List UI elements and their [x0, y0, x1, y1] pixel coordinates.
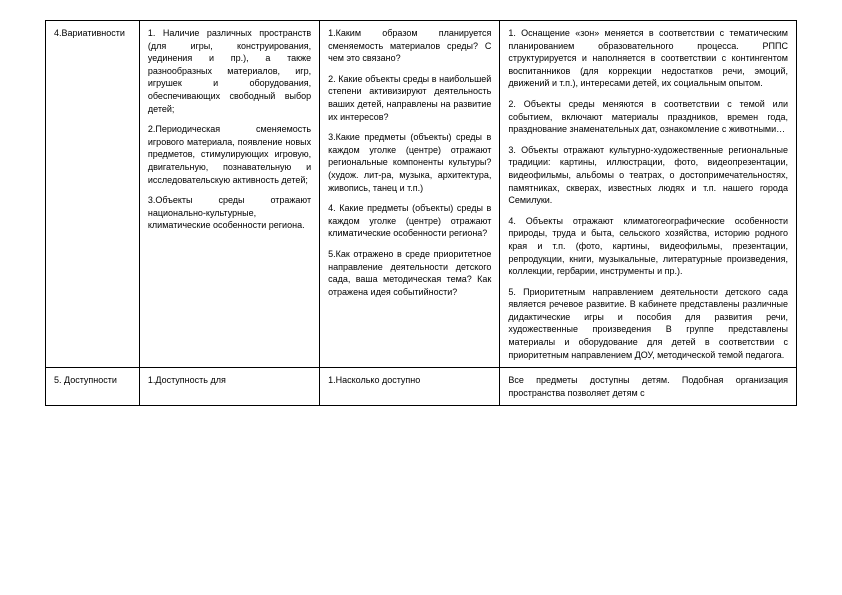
main-table: 4.Вариативности1. Наличие различных прос… [45, 20, 797, 406]
cell-paragraph: 3.Объекты среды отражают национально-кул… [148, 194, 311, 232]
cell-paragraph: 5. Приоритетным направлением деятельност… [508, 286, 788, 362]
row2-col2-content: 1.Доступность для [139, 368, 319, 406]
cell-paragraph: 2. Объекты среды меняются в соответствии… [508, 98, 788, 136]
row1-col1-label: 4.Вариативности [46, 21, 140, 368]
cell-paragraph: 3.Какие предметы (объекты) среды в каждо… [328, 131, 491, 194]
row2-col3-content: 1.Насколько доступно [320, 368, 500, 406]
row1-col4-content: 1. Оснащение «зон» меняется в соответств… [500, 21, 797, 368]
cell-paragraph: 3. Объекты отражают культурно-художестве… [508, 144, 788, 207]
row2-col1-label: 5. Доступности [46, 368, 140, 406]
table-row: 4.Вариативности1. Наличие различных прос… [46, 21, 797, 368]
cell-paragraph: 1.Каким образом планируется сменяемость … [328, 27, 491, 65]
cell-paragraph: 1. Оснащение «зон» меняется в соответств… [508, 27, 788, 90]
cell-paragraph: 1. Наличие различных пространств (для иг… [148, 27, 311, 115]
cell-paragraph: 4. Какие предметы (объекты) среды в кажд… [328, 202, 491, 240]
row1-col2-content: 1. Наличие различных пространств (для иг… [139, 21, 319, 368]
document-page: 4.Вариативности1. Наличие различных прос… [0, 0, 842, 595]
cell-paragraph: 4. Объекты отражают климатогеографически… [508, 215, 788, 278]
row1-col3-content: 1.Каким образом планируется сменяемость … [320, 21, 500, 368]
cell-paragraph: 5.Как отражено в среде приоритетное напр… [328, 248, 491, 298]
table-row: 5. Доступности1.Доступность для1.Насколь… [46, 368, 797, 406]
cell-paragraph: 2. Какие объекты среды в наибольшей степ… [328, 73, 491, 123]
cell-paragraph: 2.Периодическая сменяемость игрового мат… [148, 123, 311, 186]
row2-col4-content: Все предметы доступны детям. Подобная ор… [500, 368, 797, 406]
